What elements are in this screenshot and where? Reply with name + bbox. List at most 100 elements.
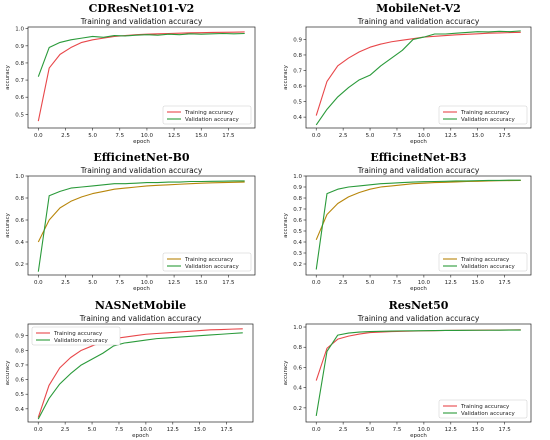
legend-label: Training accuracy xyxy=(460,404,510,410)
x-tick-label: 12.5 xyxy=(445,427,458,433)
y-tick-label: 0.8 xyxy=(293,53,302,59)
y-tick-label: 0.9 xyxy=(293,185,302,191)
legend-label: Validation accuracy xyxy=(54,338,108,344)
plot-frame xyxy=(27,26,256,129)
legend-box xyxy=(438,399,528,419)
y-tick-label: 0.8 xyxy=(15,61,24,67)
model-title: EfficinetNet-B0 xyxy=(93,151,190,164)
x-tick-label: 10.0 xyxy=(141,133,154,139)
y-tick-label: 0.7 xyxy=(15,78,24,84)
series-line-training xyxy=(37,181,245,243)
x-tick-label: 17.5 xyxy=(220,427,233,433)
legend-label: Validation accuracy xyxy=(461,264,515,270)
series-line-validation xyxy=(37,32,245,77)
model-title: NASNetMobile xyxy=(95,299,186,312)
x-tick-label: 12.5 xyxy=(167,427,180,433)
y-tick-label: 0.6 xyxy=(15,378,24,384)
x-axis-label: epoch xyxy=(410,139,427,145)
y-tick-label: 0.9 xyxy=(15,334,24,340)
y-tick-label: 0.5 xyxy=(293,100,302,106)
y-tick-label: 0.5 xyxy=(15,112,24,118)
x-tick-label: 5.0 xyxy=(88,133,97,139)
y-axis-label: accuracy xyxy=(283,64,289,90)
x-tick-label: 0.0 xyxy=(34,133,43,139)
series-line-training xyxy=(315,329,521,381)
chart-panel-6: ResNet50 Training and validation accuracy… xyxy=(283,299,532,439)
y-axis-label: accuracy xyxy=(5,64,11,90)
series-line-training xyxy=(315,179,521,241)
y-tick-label: 0.6 xyxy=(15,218,24,224)
y-tick-label: 0.2 xyxy=(15,262,24,268)
y-tick-label: 0.2 xyxy=(293,406,302,412)
x-tick-label: 0.0 xyxy=(312,280,321,286)
legend-label: Validation accuracy xyxy=(461,411,515,417)
x-tick-label: 15.0 xyxy=(194,427,207,433)
plot-frame xyxy=(305,323,532,423)
legend-box xyxy=(162,105,252,125)
series-line-validation xyxy=(37,180,245,272)
x-tick-label: 5.0 xyxy=(366,280,375,286)
x-tick-label: 5.0 xyxy=(88,280,97,286)
x-tick-label: 0.0 xyxy=(34,280,43,286)
legend-label: Validation accuracy xyxy=(185,117,239,123)
x-tick-label: 7.5 xyxy=(393,133,402,139)
x-tick-label: 0.0 xyxy=(312,427,321,433)
y-tick-label: 0.4 xyxy=(293,386,302,392)
x-tick-label: 5.0 xyxy=(366,133,375,139)
x-tick-label: 5.0 xyxy=(88,427,97,433)
x-tick-label: 15.0 xyxy=(472,427,485,433)
series-line-validation xyxy=(37,332,243,420)
x-tick-label: 12.5 xyxy=(168,280,181,286)
model-title: ResNet50 xyxy=(389,299,449,312)
legend-box xyxy=(31,326,121,346)
x-tick-label: 10.0 xyxy=(418,427,431,433)
y-tick-label: 0.4 xyxy=(293,115,302,121)
x-axis-label: epoch xyxy=(410,286,427,292)
x-tick-label: 10.0 xyxy=(418,133,431,139)
model-title: CDResNet101-V2 xyxy=(89,2,195,15)
x-tick-label: 17.5 xyxy=(222,133,235,139)
x-tick-label: 17.5 xyxy=(498,280,511,286)
plot-frame xyxy=(27,175,256,276)
x-tick-label: 7.5 xyxy=(115,133,124,139)
y-tick-label: 0.7 xyxy=(293,207,302,213)
y-tick-label: 0.6 xyxy=(293,365,302,371)
y-tick-label: 0.4 xyxy=(15,407,24,413)
plot-title: Training and validation accuracy xyxy=(80,166,203,175)
x-tick-label: 7.5 xyxy=(115,427,124,433)
x-tick-label: 7.5 xyxy=(393,280,402,286)
chart-panel-1: CDResNet101-V2 Training and validation ac… xyxy=(5,2,256,145)
plot-title: Training and validation accuracy xyxy=(357,314,480,323)
x-tick-label: 10.0 xyxy=(141,280,154,286)
y-tick-label: 0.6 xyxy=(293,84,302,90)
series-line-training xyxy=(37,328,243,418)
plot-title: Training and validation accuracy xyxy=(79,314,202,323)
legend-label: Training accuracy xyxy=(460,110,510,116)
x-tick-label: 2.5 xyxy=(339,427,348,433)
model-title: MobileNet-V2 xyxy=(376,2,461,15)
series-line-validation xyxy=(315,30,521,126)
y-tick-label: 1.0 xyxy=(15,174,24,180)
legend-label: Training accuracy xyxy=(53,331,103,337)
x-tick-label: 15.0 xyxy=(472,133,485,139)
x-axis-label: epoch xyxy=(410,433,427,439)
plot-title: Training and validation accuracy xyxy=(80,17,203,26)
x-tick-label: 2.5 xyxy=(339,280,348,286)
y-tick-label: 0.7 xyxy=(15,363,24,369)
series-line-training xyxy=(315,31,521,116)
series-line-validation xyxy=(315,329,521,417)
y-tick-label: 1.0 xyxy=(293,325,302,331)
y-tick-label: 0.9 xyxy=(293,37,302,43)
y-tick-label: 1.0 xyxy=(15,27,24,33)
x-tick-label: 7.5 xyxy=(115,280,124,286)
y-tick-label: 0.4 xyxy=(15,240,24,246)
x-tick-label: 2.5 xyxy=(339,133,348,139)
x-tick-label: 2.5 xyxy=(61,133,70,139)
